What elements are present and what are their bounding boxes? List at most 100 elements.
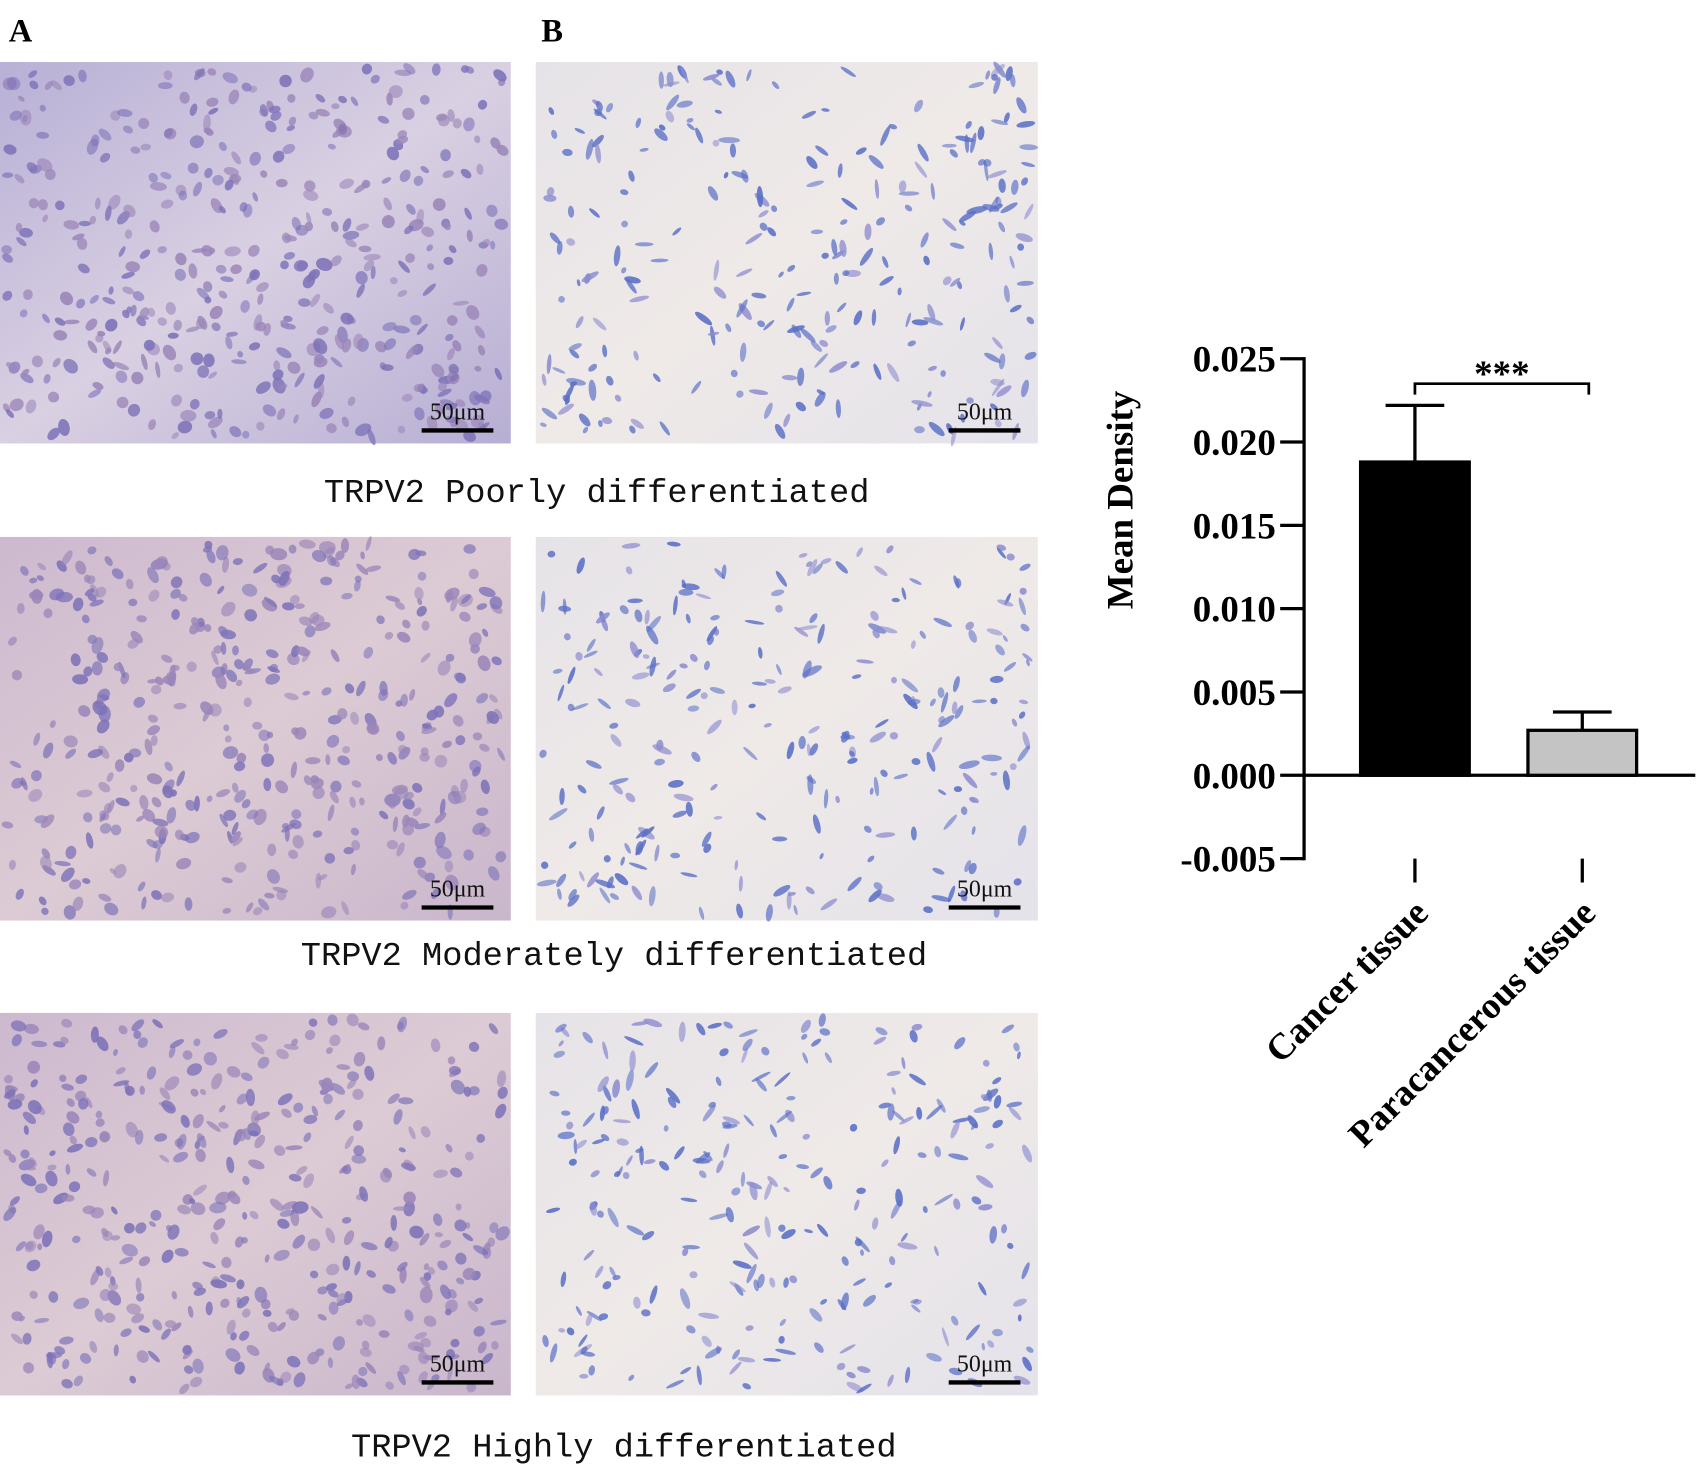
nucleus	[685, 801, 693, 817]
nucleus	[365, 1362, 377, 1374]
nucleus	[47, 391, 60, 403]
nucleus	[969, 797, 976, 803]
nucleus	[288, 849, 299, 860]
nucleus	[284, 692, 299, 701]
nucleus	[450, 1079, 466, 1095]
nucleus	[448, 363, 459, 374]
nucleus	[923, 255, 930, 266]
nucleus	[621, 267, 627, 274]
nucleus	[786, 891, 792, 910]
nucleus	[722, 1116, 740, 1125]
nucleus	[666, 669, 677, 680]
nucleus	[982, 1059, 990, 1067]
nucleus	[474, 135, 481, 144]
nucleus	[25, 1241, 34, 1251]
nucleus	[30, 770, 42, 782]
nucleus	[680, 1197, 698, 1203]
nucleus	[192, 181, 203, 197]
nucleus	[686, 688, 701, 699]
nucleus	[472, 822, 486, 835]
nucleus	[283, 315, 293, 323]
nucleus	[855, 147, 867, 155]
nucleus	[264, 1362, 271, 1373]
nucleus	[626, 1155, 633, 1166]
nucleus	[898, 191, 920, 196]
nucleus	[193, 1038, 201, 1047]
nucleus	[453, 790, 467, 804]
nucleus	[318, 541, 336, 554]
nucleus	[889, 732, 899, 740]
nucleus	[546, 1207, 561, 1214]
nucleus	[875, 832, 896, 838]
nucleus	[398, 1097, 414, 1105]
nucleus	[431, 63, 441, 76]
nucleus	[654, 758, 665, 766]
nucleus	[148, 589, 160, 602]
nucleus	[265, 120, 277, 133]
nucleus	[703, 1151, 713, 1161]
nucleus	[732, 1349, 741, 1360]
nucleus	[383, 338, 397, 351]
nucleus	[716, 69, 723, 75]
nucleus	[992, 337, 1003, 350]
scale-bar-label: 50μm	[957, 400, 1013, 426]
nucleus	[397, 1371, 406, 1386]
nucleus	[139, 249, 151, 259]
nucleus	[995, 196, 1002, 206]
nucleus	[175, 252, 187, 266]
nucleus	[495, 1226, 510, 1241]
nucleus	[341, 338, 352, 353]
nucleus	[856, 659, 874, 664]
nucleus	[273, 1249, 290, 1261]
nucleus	[493, 69, 507, 82]
y-tick-label: 0.020	[1193, 422, 1276, 463]
nucleus	[14, 173, 25, 184]
nucleus	[235, 679, 243, 687]
nucleus	[729, 143, 737, 158]
nucleus	[990, 771, 998, 776]
nucleus	[592, 134, 604, 148]
nucleus	[599, 887, 611, 904]
nucleus	[208, 703, 222, 717]
nucleus	[444, 587, 460, 601]
nucleus	[189, 622, 200, 635]
nucleus	[941, 143, 957, 148]
nucleus	[66, 1111, 80, 1124]
nucleus	[315, 872, 322, 889]
nucleus	[298, 298, 311, 307]
nucleus	[691, 751, 701, 762]
nucleus	[1013, 1375, 1031, 1385]
nucleus	[430, 1038, 441, 1053]
nucleus	[967, 1115, 979, 1129]
nucleus	[87, 546, 97, 555]
nucleus	[412, 807, 422, 817]
nucleus	[375, 754, 383, 761]
nucleus	[874, 179, 880, 199]
nucleus	[207, 416, 223, 429]
nucleus	[3, 1207, 16, 1221]
nucleus	[996, 385, 1012, 397]
nucleus	[414, 407, 425, 421]
nucleus	[148, 172, 158, 183]
nucleus	[122, 286, 134, 295]
nucleus	[455, 399, 466, 408]
nucleus	[203, 353, 215, 368]
nucleus	[40, 814, 55, 829]
nucleus	[442, 220, 451, 231]
nucleus	[996, 548, 1006, 559]
nucleus	[111, 568, 124, 580]
x-tick-label: Cancer tissue	[1257, 892, 1436, 1071]
nucleus	[713, 815, 723, 820]
nucleus	[630, 418, 644, 429]
nucleus	[70, 653, 81, 667]
nucleus	[464, 207, 472, 220]
nucleus	[413, 856, 426, 869]
nucleus	[1015, 233, 1033, 243]
nucleus	[837, 302, 847, 313]
nucleus	[230, 1332, 237, 1341]
nucleus	[192, 1114, 204, 1129]
nucleus	[909, 1073, 926, 1086]
nucleus	[327, 1357, 334, 1369]
nucleus	[272, 886, 288, 893]
nucleus	[461, 594, 472, 605]
